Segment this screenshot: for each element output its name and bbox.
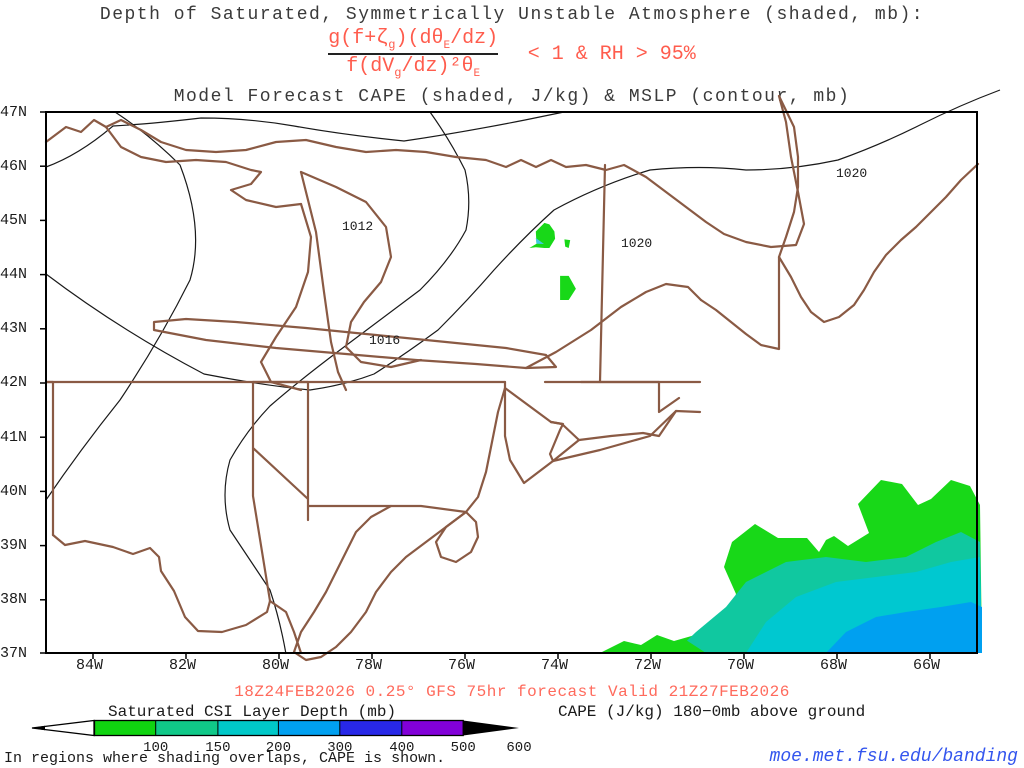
svg-text:1012: 1012 bbox=[342, 219, 373, 234]
svg-text:1020: 1020 bbox=[836, 166, 867, 181]
svg-text:500: 500 bbox=[451, 740, 476, 756]
svg-text:1020: 1020 bbox=[621, 236, 652, 251]
svg-text:1016: 1016 bbox=[369, 333, 400, 348]
svg-text:600: 600 bbox=[506, 740, 531, 756]
